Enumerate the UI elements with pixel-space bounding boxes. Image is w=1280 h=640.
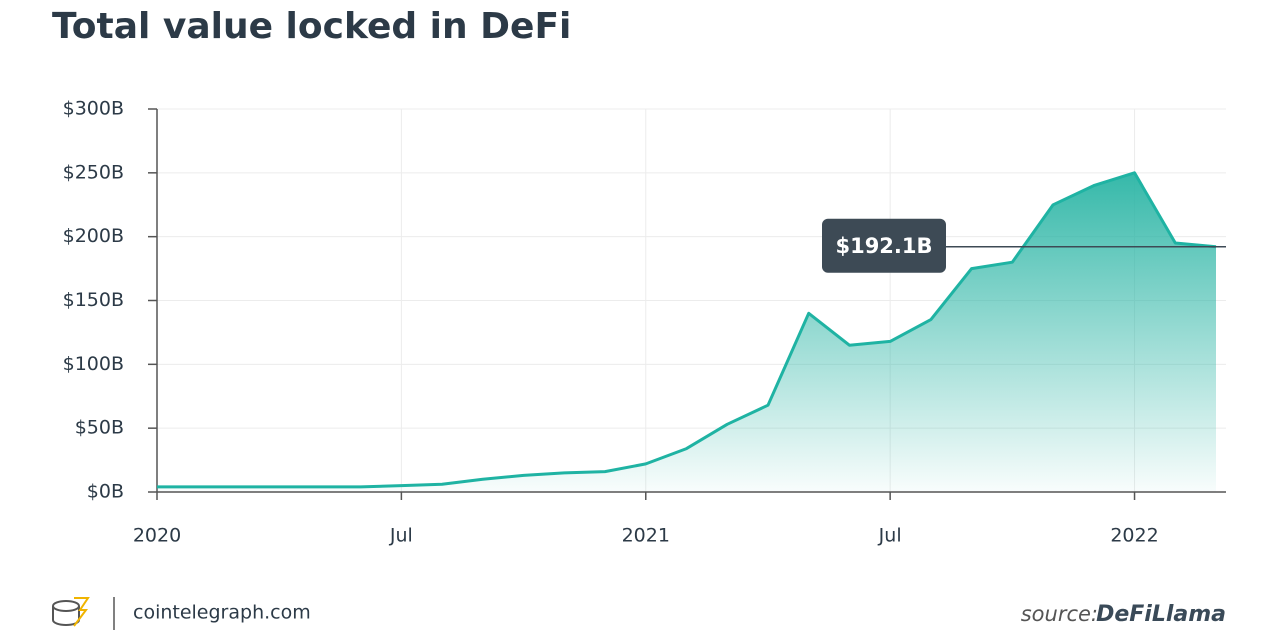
chart-title: Total value locked in DeFi (52, 6, 571, 47)
x-tick-label: 2021 (622, 525, 670, 547)
x-tick-label: Jul (878, 525, 902, 547)
annotation-label: $192.1B (835, 234, 932, 258)
line (157, 171, 1217, 489)
annotation-box (822, 218, 946, 273)
y-tick-label: $250B (63, 161, 124, 183)
y-tick-label: $0B (87, 481, 124, 503)
y-tick-label: $50B (75, 417, 124, 439)
source-label: source: (1021, 602, 1098, 626)
x-tick-label: Jul (389, 525, 413, 547)
y-tick-label: $100B (63, 353, 124, 375)
y-tick-label: $300B (63, 98, 124, 120)
source: DeFiLlama (1096, 602, 1226, 627)
x-tick-label: 2020 (133, 525, 181, 547)
y-tick-label: $200B (63, 225, 124, 247)
area (157, 172, 1216, 493)
logo (52, 597, 90, 627)
y-tick-label: $150B (63, 289, 124, 311)
brand: cointelegraph.com (133, 602, 311, 624)
x-tick-label: 2022 (1110, 525, 1158, 547)
